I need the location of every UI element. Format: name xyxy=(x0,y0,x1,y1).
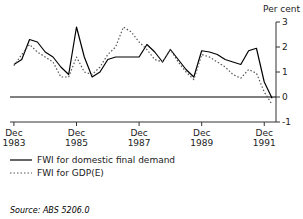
zero-line xyxy=(10,97,276,98)
x-tick-label: Dec1985 xyxy=(65,128,88,148)
x-tick-label-line: 1989 xyxy=(190,138,213,148)
y-tick xyxy=(276,22,280,23)
y-tick-label: 3 xyxy=(282,17,288,27)
legend-label: FWI for domestic final demand xyxy=(37,155,175,165)
x-tick-label-line: Dec xyxy=(193,128,210,138)
series-line xyxy=(14,27,272,98)
y-axis-label: Per cent xyxy=(263,4,300,14)
y-tick-label: 1 xyxy=(282,67,288,77)
x-tick-label-line: 1991 xyxy=(253,138,276,148)
y-tick-label: 0 xyxy=(282,92,288,102)
x-tick xyxy=(139,122,140,126)
legend: FWI for domestic final demand FWI for GDP… xyxy=(10,155,175,178)
x-tick-label-line: Dec xyxy=(130,128,147,138)
y-tick xyxy=(276,122,280,123)
y-tick xyxy=(276,47,280,48)
x-tick xyxy=(264,122,265,126)
x-tick-label: Dec1983 xyxy=(2,128,25,148)
y-tick xyxy=(276,97,280,98)
legend-label: FWI for GDP(E) xyxy=(37,168,104,178)
series-line xyxy=(14,27,272,105)
y-tick-label: -1 xyxy=(282,117,291,127)
x-tick-label-line: 1985 xyxy=(65,138,88,148)
x-tick xyxy=(13,122,14,126)
legend-swatch xyxy=(10,172,32,173)
x-tick-label-line: Dec xyxy=(256,128,273,138)
x-tick-label: Dec1987 xyxy=(128,128,151,148)
x-tick-label: Dec1989 xyxy=(190,128,213,148)
chart: -10123Per centDec1983Dec1985Dec1987Dec19… xyxy=(0,0,303,219)
x-axis xyxy=(10,122,276,123)
y-tick xyxy=(276,72,280,73)
x-tick-label-line: Dec xyxy=(5,128,22,138)
x-tick xyxy=(76,122,77,126)
x-tick-label-line: 1983 xyxy=(2,138,25,148)
x-tick xyxy=(201,122,202,126)
x-tick-label-line: 1987 xyxy=(128,138,151,148)
y-tick-label: 2 xyxy=(282,42,288,52)
x-tick-label-line: Dec xyxy=(68,128,85,138)
legend-swatch xyxy=(10,159,32,160)
source-note: Source: ABS 5206.0 xyxy=(10,206,89,215)
x-tick-label: Dec1991 xyxy=(253,128,276,148)
plot-lines xyxy=(14,27,272,105)
